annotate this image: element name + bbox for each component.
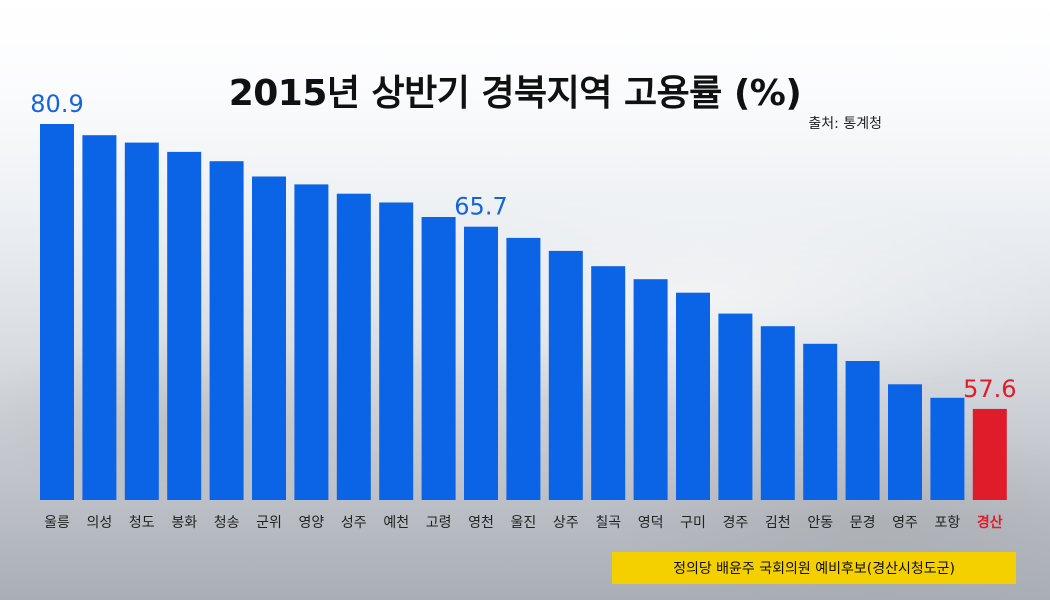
- category-label-22: 경산: [977, 514, 1003, 531]
- category-label-18: 안동: [807, 515, 833, 531]
- category-label-10: 영천: [468, 515, 494, 531]
- category-label-8: 예천: [383, 515, 409, 531]
- bar-22: [972, 408, 1007, 500]
- category-label-5: 군위: [256, 515, 282, 531]
- category-label-13: 칠곡: [595, 515, 621, 531]
- bar-1: [82, 135, 117, 500]
- category-label-16: 경주: [723, 515, 749, 531]
- bar-18: [803, 343, 838, 500]
- category-label-15: 구미: [680, 515, 706, 531]
- bar-12: [548, 250, 583, 500]
- bar-4: [209, 161, 244, 500]
- data-label-22: 57.6: [963, 375, 1016, 403]
- bar-17: [760, 326, 795, 500]
- category-label-2: 청도: [129, 515, 155, 531]
- bar-10: [464, 226, 498, 500]
- bar-3: [167, 151, 202, 500]
- category-label-21: 포항: [935, 515, 961, 531]
- bar-0: [40, 124, 74, 500]
- data-label-10: 65.7: [454, 193, 507, 221]
- category-label-19: 문경: [850, 515, 876, 531]
- source-note: 출처: 통계청: [808, 116, 882, 132]
- category-label-12: 상주: [553, 515, 579, 531]
- bar-5: [252, 176, 286, 500]
- category-label-4: 청송: [214, 515, 240, 531]
- category-label-9: 고령: [426, 515, 452, 531]
- category-label-17: 김천: [765, 515, 791, 531]
- bar-2: [124, 142, 159, 500]
- bar-16: [718, 313, 753, 500]
- bar-21: [930, 397, 965, 500]
- category-label-7: 성주: [341, 515, 367, 531]
- category-label-20: 영주: [892, 515, 918, 531]
- bar-9: [421, 217, 456, 500]
- category-label-6: 영양: [299, 515, 325, 531]
- bar-13: [591, 266, 626, 500]
- bar-14: [633, 279, 668, 500]
- footer-note: 정의당 배윤주 국회의원 예비후보(경산시청도군): [612, 552, 1016, 584]
- bar-15: [676, 292, 710, 500]
- bar-19: [845, 361, 880, 500]
- data-label-0: 80.9: [30, 90, 83, 118]
- bar-6: [294, 184, 329, 500]
- bar-7: [336, 193, 371, 500]
- category-label-0: 울릉: [44, 515, 70, 531]
- category-label-1: 의성: [87, 515, 113, 531]
- bar-11: [506, 237, 541, 500]
- chart-title: 2015년 상반기 경북지역 고용률 (%): [228, 73, 802, 114]
- category-label-11: 울진: [511, 515, 537, 531]
- bar-20: [888, 384, 922, 500]
- category-label-3: 봉화: [171, 515, 197, 531]
- category-label-14: 영덕: [638, 515, 664, 531]
- bar-8: [379, 202, 414, 500]
